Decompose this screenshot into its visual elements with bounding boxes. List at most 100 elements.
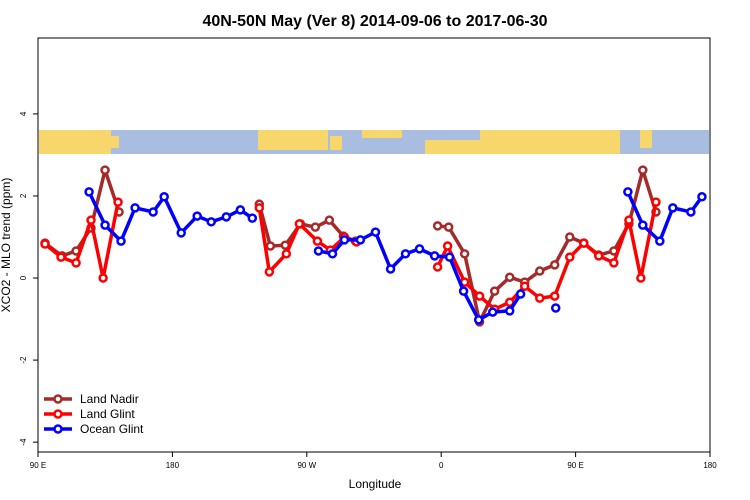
y-tick-label: 2 — [19, 193, 28, 198]
data-point — [579, 238, 589, 248]
data-point — [668, 203, 678, 213]
data-point — [414, 244, 425, 254]
data-point — [40, 239, 50, 249]
data-point — [400, 249, 411, 259]
x-axis-label: Longitude — [349, 477, 402, 491]
data-point — [264, 267, 275, 277]
data-point — [651, 197, 661, 207]
x-tick-label: 180 — [703, 461, 717, 470]
data-point — [84, 187, 94, 197]
y-tick-label: -4 — [19, 438, 28, 446]
data-point — [504, 272, 515, 282]
data-point — [638, 165, 648, 175]
data-point — [443, 222, 454, 232]
data-point — [247, 213, 258, 223]
data-point — [86, 215, 96, 225]
data-point — [636, 273, 646, 283]
data-point — [519, 281, 530, 291]
x-tick-label: 90 W — [297, 461, 316, 470]
plot-frame — [37, 37, 711, 453]
data-point — [355, 235, 366, 245]
data-point — [432, 221, 443, 231]
data-point — [549, 291, 560, 301]
data-point — [192, 211, 202, 221]
x-tick-label: 180 — [166, 461, 180, 470]
data-point — [370, 227, 381, 237]
data-point — [265, 241, 276, 251]
legend-label: Ocean Glint — [80, 422, 144, 436]
map-land — [640, 130, 652, 148]
data-point — [324, 215, 335, 225]
data-point — [655, 236, 665, 246]
data-point — [638, 220, 648, 230]
data-point — [235, 205, 246, 215]
data-point — [113, 197, 123, 207]
x-tick-label: 90 E — [30, 461, 46, 470]
y-tick-label: 4 — [19, 111, 28, 116]
data-point — [312, 236, 323, 246]
data-point — [100, 220, 110, 230]
data-point — [624, 215, 634, 225]
data-point — [254, 203, 265, 213]
series-line — [43, 201, 658, 311]
data-point — [550, 303, 561, 313]
data-point — [474, 291, 485, 301]
data-point — [458, 286, 469, 296]
legend-swatch-point — [53, 394, 63, 404]
data-point — [549, 260, 560, 270]
data-point — [535, 266, 545, 276]
data-point — [130, 203, 140, 213]
data-point — [459, 249, 470, 259]
data-point — [56, 252, 66, 262]
data-point — [504, 306, 515, 316]
data-point — [206, 217, 216, 227]
y-tick-label: 0 — [19, 275, 28, 280]
data-point — [294, 219, 305, 229]
data-point — [487, 307, 498, 317]
data-point — [609, 258, 619, 268]
data-point — [148, 207, 158, 217]
data-point — [623, 187, 633, 197]
data-point — [176, 228, 186, 238]
data-point — [515, 289, 526, 299]
data-point — [429, 251, 440, 261]
data-point — [310, 222, 321, 232]
data-point — [473, 315, 484, 325]
data-point — [71, 258, 81, 268]
map-land — [258, 130, 328, 150]
legend-swatch-point — [53, 409, 63, 419]
data-point — [535, 293, 545, 303]
legend-label: Land Nadir — [80, 392, 139, 406]
chart-title: 40N-50N May (Ver 8) 2014-09-06 to 2017-0… — [202, 13, 547, 30]
map-land — [330, 136, 342, 150]
data-point — [686, 207, 696, 217]
data-point — [281, 249, 292, 259]
map-land — [480, 130, 620, 154]
data-point — [221, 212, 232, 222]
data-point — [593, 251, 604, 261]
data-point — [489, 286, 500, 296]
data-point — [313, 246, 324, 256]
map-land — [362, 130, 402, 138]
map-land — [111, 136, 119, 148]
series-line — [87, 191, 704, 322]
data-point — [385, 264, 396, 274]
data-point — [98, 273, 108, 283]
data-point — [565, 232, 575, 242]
data-point — [116, 236, 126, 246]
data-point — [100, 165, 110, 175]
map-land — [425, 140, 485, 154]
x-tick-label: 0 — [439, 461, 444, 470]
data-point — [339, 235, 350, 245]
data-point — [432, 262, 443, 272]
series-line — [43, 168, 658, 324]
data-point — [444, 252, 455, 262]
data-point — [442, 241, 453, 251]
map-land — [39, 130, 111, 154]
y-tick-label: -2 — [19, 356, 28, 364]
legend-label: Land Glint — [80, 407, 135, 421]
data-point — [327, 249, 338, 259]
y-axis-label: XCO2 - MLO trend (ppm) — [0, 178, 13, 313]
